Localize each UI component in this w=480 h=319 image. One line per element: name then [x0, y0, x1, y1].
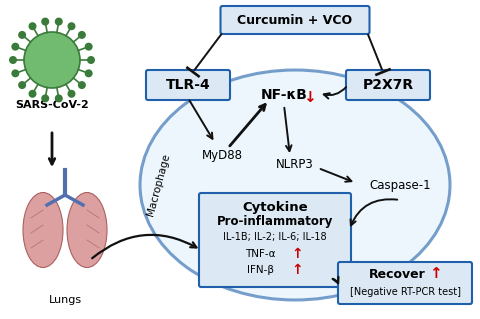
Text: NF-κB: NF-κB: [261, 88, 307, 102]
Circle shape: [12, 43, 19, 51]
Circle shape: [84, 69, 93, 77]
Ellipse shape: [140, 70, 450, 300]
Ellipse shape: [23, 192, 63, 268]
Circle shape: [78, 81, 86, 89]
Text: Curcumin + VCO: Curcumin + VCO: [238, 13, 353, 26]
Circle shape: [41, 18, 49, 26]
Circle shape: [84, 43, 93, 51]
Ellipse shape: [67, 192, 107, 268]
Text: NLRP3: NLRP3: [276, 159, 314, 172]
Text: [Negative RT-PCR test]: [Negative RT-PCR test]: [349, 287, 460, 297]
Text: Lungs: Lungs: [48, 295, 82, 305]
Text: ↑: ↑: [291, 247, 303, 261]
Text: Pro-inflammatory: Pro-inflammatory: [217, 216, 333, 228]
Circle shape: [41, 94, 49, 102]
Text: Caspase-1: Caspase-1: [369, 179, 431, 191]
FancyBboxPatch shape: [199, 193, 351, 287]
Text: IFN-β: IFN-β: [248, 265, 275, 275]
Circle shape: [55, 94, 63, 102]
Text: MyD88: MyD88: [202, 149, 242, 161]
Text: TNF-α: TNF-α: [245, 249, 275, 259]
FancyBboxPatch shape: [220, 6, 370, 34]
FancyBboxPatch shape: [338, 262, 472, 304]
Circle shape: [28, 22, 36, 30]
Circle shape: [28, 90, 36, 98]
Text: IL-1B; IL-2; IL-6; IL-18: IL-1B; IL-2; IL-6; IL-18: [223, 232, 327, 242]
Text: P2X7R: P2X7R: [362, 78, 414, 92]
Circle shape: [24, 32, 80, 88]
Circle shape: [12, 69, 19, 77]
Circle shape: [87, 56, 95, 64]
Circle shape: [68, 22, 75, 30]
Text: TLR-4: TLR-4: [166, 78, 210, 92]
Text: Recover: Recover: [369, 268, 425, 280]
Circle shape: [55, 18, 63, 26]
Text: Macrophage: Macrophage: [145, 153, 171, 217]
Text: ↑: ↑: [291, 263, 303, 277]
Text: Cytokine: Cytokine: [242, 201, 308, 213]
Text: SARS-CoV-2: SARS-CoV-2: [15, 100, 89, 110]
FancyBboxPatch shape: [146, 70, 230, 100]
Text: ↓: ↓: [302, 91, 315, 106]
Circle shape: [9, 56, 17, 64]
FancyBboxPatch shape: [346, 70, 430, 100]
Circle shape: [78, 31, 86, 39]
Text: ↑: ↑: [429, 266, 442, 281]
Circle shape: [18, 31, 26, 39]
Circle shape: [68, 90, 75, 98]
Circle shape: [18, 81, 26, 89]
